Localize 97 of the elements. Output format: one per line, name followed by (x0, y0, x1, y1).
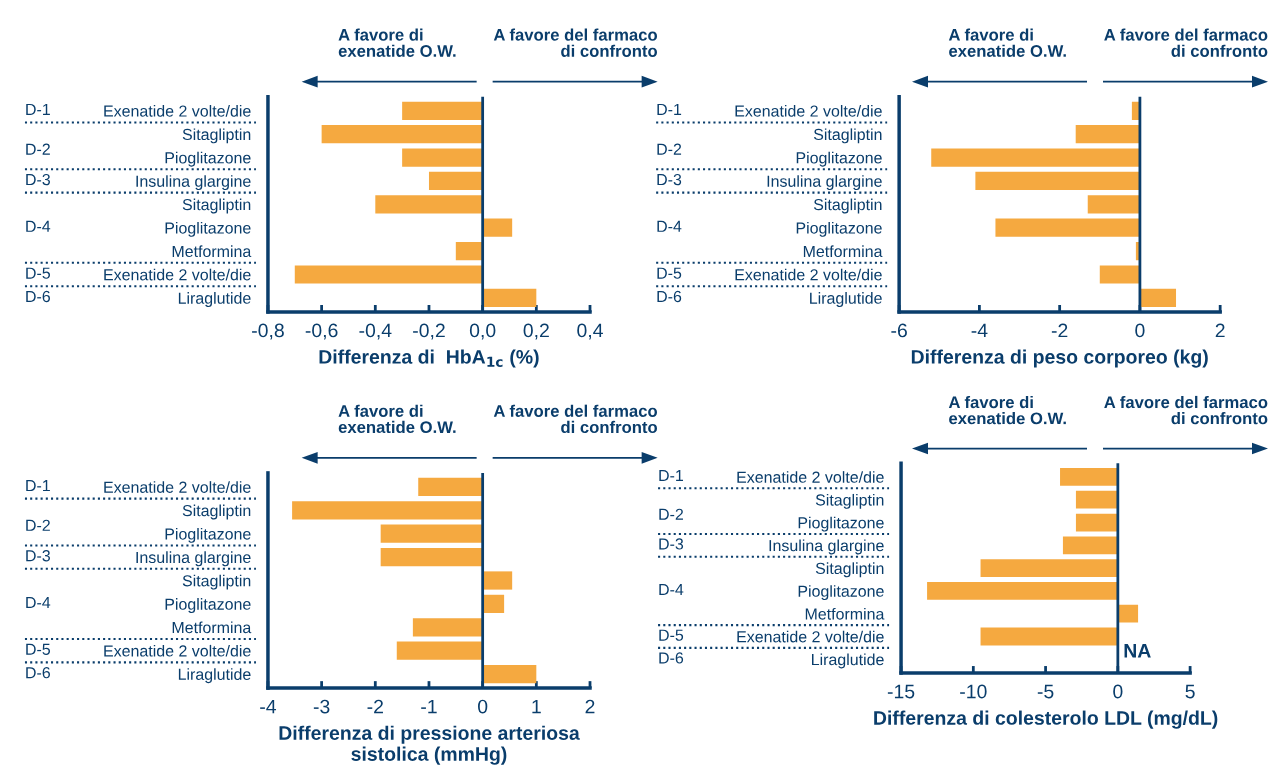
y-tick-label: Sitagliptin (813, 198, 882, 214)
text: D-3 (26, 173, 50, 186)
text: D-1 (26, 480, 50, 492)
y-tick-label: Liraglutide (810, 292, 882, 307)
text: D-3 (657, 173, 682, 186)
x-tick-label: 5 (1185, 684, 1195, 699)
text: D-5 (657, 267, 682, 279)
x-tick-label: -5 (1037, 684, 1054, 699)
text: A favore di exenatide O.W. (948, 28, 1066, 57)
x-tick-label: 0 (478, 699, 488, 714)
text: D-6 (659, 652, 684, 664)
y-tick-label: Exenatide 2 volte/die (104, 105, 251, 117)
y-tick-label: Pioglitazone (796, 221, 882, 237)
x-tick-label: -2 (1051, 323, 1068, 338)
text: D-2 (26, 143, 50, 155)
x-tick-label: -0,4 (359, 323, 392, 340)
y-tick-label: Exenatide 2 volte/die (735, 105, 882, 117)
annotation: NA (1124, 644, 1151, 658)
text: A favore del farmaco di confronto (1104, 28, 1268, 57)
x-tick-label: -4 (260, 699, 277, 714)
y-tick-label: Pioglitazone (798, 585, 884, 601)
x-axis-title: Differenza di pressione arteriosa sistolica (mmHg) (279, 725, 580, 765)
x-tick-label: -15 (887, 684, 915, 699)
text: A favore di exenatide O.W. (948, 395, 1066, 425)
text: A favore del farmaco di confronto (493, 28, 658, 57)
y-tick-label: Exenatide 2 volte/die (735, 268, 882, 281)
y-tick-label: Liraglutide (178, 668, 251, 684)
y-tick-label: Pioglitazone (165, 598, 251, 613)
x-tick-label: 0,2 (523, 323, 549, 340)
y-tick-label: Metformina (172, 621, 252, 634)
x-tick-label: -0,2 (413, 323, 445, 340)
text: D-1 (659, 470, 684, 482)
text: A favore del farmaco di confronto (1104, 395, 1268, 425)
y-tick-label: Sitagliptin (182, 504, 251, 520)
y-tick-label: Insulina glargine (136, 175, 251, 191)
y-tick-label: Sitagliptin (813, 128, 882, 144)
text: A favore di exenatide O.W. (338, 28, 456, 57)
text: D-5 (26, 267, 51, 279)
x-tick-label: 0 (1135, 323, 1145, 338)
x-tick-label: -0,6 (305, 323, 338, 340)
text: D-1 (657, 103, 682, 115)
y-tick-label: Metformina (803, 245, 883, 258)
y-tick-label: Sitagliptin (182, 198, 251, 214)
text: A favore del farmaco di confronto (493, 404, 658, 434)
y-tick-label: Exenatide 2 volte/die (104, 268, 251, 281)
y-tick-label: Insulina glargine (136, 551, 251, 567)
x-tick-label: -3 (313, 699, 330, 714)
y-tick-label: Sitagliptin (815, 493, 884, 509)
y-tick-label: Metformina (805, 607, 885, 620)
x-tick-label: -6 (891, 323, 907, 338)
text: D-2 (26, 519, 50, 531)
y-tick-label: Pioglitazone (165, 151, 251, 167)
y-tick-label: Sitagliptin (815, 562, 884, 578)
y-tick-label: Exenatide 2 volte/die (104, 481, 251, 493)
text: D-5 (659, 629, 684, 641)
text: D-6 (26, 290, 50, 303)
y-tick-label: Liraglutide (178, 292, 251, 307)
x-tick-label: -2 (367, 699, 383, 714)
y-tick-label: Sitagliptin (182, 128, 251, 144)
x-tick-label: -4 (971, 323, 988, 338)
y-tick-label: Pioglitazone (165, 527, 251, 543)
y-tick-label: Metformina (172, 245, 252, 258)
y-tick-label: Pioglitazone (798, 516, 884, 532)
text: D-2 (657, 143, 682, 155)
x-tick-label: -1 (421, 699, 437, 714)
x-tick-label: -10 (960, 684, 987, 699)
text: A favore di exenatide O.W. (338, 404, 456, 434)
text: D-1 (26, 103, 50, 115)
x-tick-label: 0,0 (469, 323, 496, 340)
text: D-4 (26, 220, 51, 232)
text: D-4 (26, 597, 51, 609)
x-axis-title: Differenza di HbA$_{1c}$ (%) (319, 349, 539, 368)
x-tick-label: -0,8 (252, 323, 284, 340)
y-tick-label: Exenatide 2 volte/die (737, 630, 884, 643)
y-tick-label: Insulina glargine (767, 175, 882, 191)
y-tick-label: Insulina glargine (769, 539, 884, 555)
x-tick-label: 1 (532, 699, 541, 714)
x-tick-label: 2 (585, 699, 595, 714)
x-tick-label: 2 (1215, 323, 1225, 338)
y-tick-label: Exenatide 2 volte/die (737, 471, 884, 483)
x-axis-title: Differenza di colesterolo LDL (mg/dL) (874, 710, 1218, 729)
text: D-6 (26, 667, 50, 679)
text: D-4 (657, 220, 682, 232)
y-tick-label: Liraglutide (812, 653, 884, 669)
text: D-6 (657, 290, 682, 303)
text: D-4 (659, 584, 684, 596)
x-tick-label: 0 (1113, 684, 1123, 699)
text: D-3 (26, 550, 50, 562)
text: D-5 (26, 643, 51, 655)
y-tick-label: Sitagliptin (182, 574, 251, 590)
y-tick-label: Pioglitazone (165, 221, 251, 237)
y-tick-label: Exenatide 2 volte/die (104, 644, 251, 657)
text: D-2 (659, 508, 683, 520)
text: D-3 (659, 538, 684, 550)
x-axis-title: Differenza di peso corporeo (kg) (911, 349, 1208, 368)
y-tick-label: Pioglitazone (796, 151, 882, 167)
x-tick-label: 0,4 (577, 323, 603, 340)
